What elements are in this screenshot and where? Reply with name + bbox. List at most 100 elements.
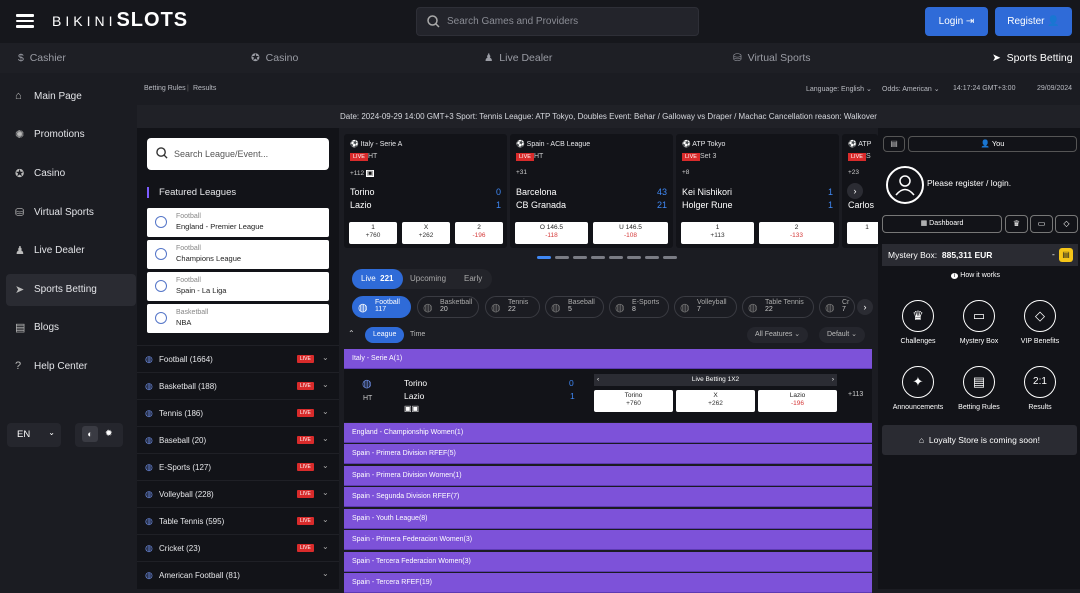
language-select[interactable]: EN ⌄ <box>7 423 61 447</box>
league-row[interactable]: Italy - Serie A(1) <box>344 349 872 369</box>
nav-casino[interactable]: ✪ Casino <box>251 52 299 64</box>
sport-pill-tennis[interactable]: ◍ Tennis 22 <box>485 296 540 318</box>
chevron-down-icon[interactable]: ⌄ <box>322 353 329 362</box>
filter-time[interactable]: Time <box>410 331 426 338</box>
league-search-input[interactable]: Search League/Event... <box>147 138 329 170</box>
league-row[interactable]: Spain - Tercera RFEF(19) <box>344 573 872 593</box>
league-row[interactable]: England - Championship Women(1) <box>344 423 872 443</box>
chevron-down-icon[interactable]: ⌄ <box>322 380 329 389</box>
odd-button[interactable]: X +262 <box>676 390 755 412</box>
strip-next-button[interactable]: › <box>857 299 873 315</box>
search-input[interactable]: Search Games and Providers <box>416 7 699 36</box>
featured-league[interactable]: Basketball NBA <box>147 304 329 333</box>
trophy-icon[interactable]: ♛ <box>1005 215 1028 233</box>
markets-count[interactable]: +112 ▣ <box>350 170 375 177</box>
sport-pill-baseball[interactable]: ◍ Baseball 5 <box>545 296 604 318</box>
odd-button[interactable]: O 146.5 -118 <box>515 222 588 244</box>
sport-row-baseball[interactable]: ◍ Baseball (20) LIVE ⌄ <box>137 426 339 453</box>
register-prompt[interactable]: Please register / login. <box>927 178 1012 188</box>
markets-count[interactable]: +31 <box>516 169 528 176</box>
betting-rules-link[interactable]: Betting Rules <box>144 85 186 92</box>
menu-icon[interactable] <box>16 12 34 30</box>
league-row[interactable]: Spain - Primera Division RFEF(5) <box>344 444 872 464</box>
carousel-next-button[interactable]: › <box>847 183 863 199</box>
sport-pill-basketball[interactable]: ◍ Basketball 20 <box>417 296 479 318</box>
featured-league[interactable]: Football Champions League <box>147 240 329 269</box>
chevron-down-icon[interactable]: ⌄ <box>322 434 329 443</box>
odd-button[interactable]: 1 <box>847 222 878 244</box>
sort-select[interactable]: Default ⌄ <box>819 327 865 343</box>
match-card[interactable]: ⚽ Italy - Serie A LIVE HT +112 ▣ Torino … <box>344 134 507 248</box>
match-card[interactable]: ⚽ ATP Tokyo LIVE Set 3 +8 Kei Nishikori … <box>676 134 839 248</box>
odd-button[interactable]: U 146.5 -108 <box>593 222 668 244</box>
sport-pill-cricket[interactable]: ◍ Cr 7 <box>819 296 855 318</box>
betslip-icon[interactable]: ▤ <box>883 136 905 152</box>
collapse-all-icon[interactable]: ⌃ <box>348 329 355 338</box>
logo[interactable]: BIKINISLOTS <box>52 9 189 31</box>
results-link[interactable]: Results <box>193 85 217 92</box>
odd-button[interactable]: Lazio -196 <box>758 390 837 412</box>
sport-pill-volleyball[interactable]: ◍ Volleyball 7 <box>674 296 737 318</box>
sidebar-item-sports-betting[interactable]: ➤ Sports Betting <box>6 274 136 306</box>
stats-icon[interactable]: ▣▣ <box>404 404 420 413</box>
you-tab[interactable]: 👤 You <box>908 136 1077 152</box>
sport-row-football[interactable]: ◍ Football (1664) LIVE ⌄ <box>137 345 339 372</box>
results-button[interactable]: 2:1 Results <box>1010 366 1070 411</box>
sidebar-item-help-center[interactable]: ? Help Center <box>15 360 88 372</box>
odd-button[interactable]: X +262 <box>402 222 450 244</box>
next-icon[interactable]: › <box>831 376 834 383</box>
markets-count[interactable]: +23 <box>848 169 860 176</box>
odd-button[interactable]: Torino +760 <box>594 390 673 412</box>
live-match-row[interactable]: ◍ HT Torino 0 Lazio 1 ▣▣ ‹ Live Betting … <box>344 369 872 422</box>
sport-row-cricket[interactable]: ◍ Cricket (23) LIVE ⌄ <box>137 534 339 561</box>
sport-pill-esports[interactable]: ◍ E-Sports 8 <box>609 296 669 318</box>
dashboard-button[interactable]: ▦ Dashboard <box>882 215 1002 233</box>
sidebar-item-blogs[interactable]: ▤ Blogs <box>15 322 60 334</box>
all-features-select[interactable]: All Features ⌄ <box>747 327 809 343</box>
sidebar-item-main-page[interactable]: ⌂ Main Page <box>15 90 82 102</box>
sidebar-item-casino[interactable]: ✪ Casino <box>15 168 66 180</box>
chevron-down-icon[interactable]: ⌄ <box>322 515 329 524</box>
chevron-down-icon[interactable]: ⌄ <box>322 569 329 578</box>
sport-row-american-football[interactable]: ◍ American Football (81) ⌄ <box>137 561 339 588</box>
challenges-button[interactable]: ♛ Challenges <box>888 300 948 345</box>
prev-icon[interactable]: ‹ <box>597 376 600 383</box>
chevron-down-icon[interactable]: ⌄ <box>322 542 329 551</box>
diamond-icon[interactable]: ◇ <box>1055 215 1078 233</box>
sport-row-table-tennis[interactable]: ◍ Table Tennis (595) LIVE ⌄ <box>137 507 339 534</box>
league-row[interactable]: Spain - Tercera Federacion Women(3) <box>344 552 872 572</box>
language-selector[interactable]: Language: English ⌄ <box>806 86 872 93</box>
odd-button[interactable]: 1 +113 <box>681 222 754 244</box>
sport-row-esports[interactable]: ◍ E-Sports (127) LIVE ⌄ <box>137 453 339 480</box>
league-row[interactable]: Spain - Youth League(8) <box>344 509 872 529</box>
chevron-down-icon[interactable]: ⌄ <box>322 461 329 470</box>
nav-live-dealer[interactable]: ♟ Live Dealer <box>484 52 553 64</box>
chevron-down-icon[interactable]: ⌄ <box>322 488 329 497</box>
odd-button[interactable]: 1 +760 <box>349 222 397 244</box>
featured-league[interactable]: Football England - Premier League <box>147 208 329 237</box>
vip-benefits-button[interactable]: ◇ VIP Benefits <box>1010 300 1070 345</box>
login-button[interactable]: Login ⇥ <box>925 7 988 36</box>
odd-button[interactable]: 2 -133 <box>759 222 834 244</box>
carousel-dots[interactable] <box>537 256 682 259</box>
league-row[interactable]: Spain - Primera Federacion Women(3) <box>344 530 872 550</box>
chevron-down-icon[interactable]: ⌄ <box>322 407 329 416</box>
match-card[interactable]: ⚽ Spain - ACB League LIVE HT +31 Barcelo… <box>510 134 673 248</box>
sport-row-basketball[interactable]: ◍ Basketball (188) LIVE ⌄ <box>137 372 339 399</box>
filter-league[interactable]: League <box>365 327 405 343</box>
tab-live[interactable]: Live 221 <box>352 269 403 289</box>
tab-upcoming[interactable]: Upcoming <box>410 274 447 283</box>
nav-cashier[interactable]: $ Cashier <box>18 52 66 64</box>
sport-pill-football[interactable]: ◍ Football 117 <box>352 296 411 318</box>
markets-count[interactable]: +8 <box>682 169 690 176</box>
nav-sports-betting[interactable]: ➤ Sports Betting <box>992 52 1073 64</box>
odds-selector[interactable]: Odds: American ⌄ <box>882 86 940 93</box>
league-row[interactable]: Spain - Segunda Division RFEF(7) <box>344 487 872 507</box>
betting-rules-button[interactable]: ▤ Betting Rules <box>949 366 1009 411</box>
sidebar-item-live-dealer[interactable]: ♟ Live Dealer <box>15 245 85 257</box>
theme-toggle[interactable]: ◐ ✹ <box>75 423 123 447</box>
mystery-box-banner[interactable]: Mystery Box: 885,311 EUR - ▤ <box>882 244 1078 266</box>
wallet-icon[interactable]: ▭ <box>1030 215 1053 233</box>
sidebar-item-virtual-sports[interactable]: ⛁ Virtual Sports <box>15 207 94 219</box>
mystery-box-button[interactable]: ▭ Mystery Box <box>949 300 1009 345</box>
